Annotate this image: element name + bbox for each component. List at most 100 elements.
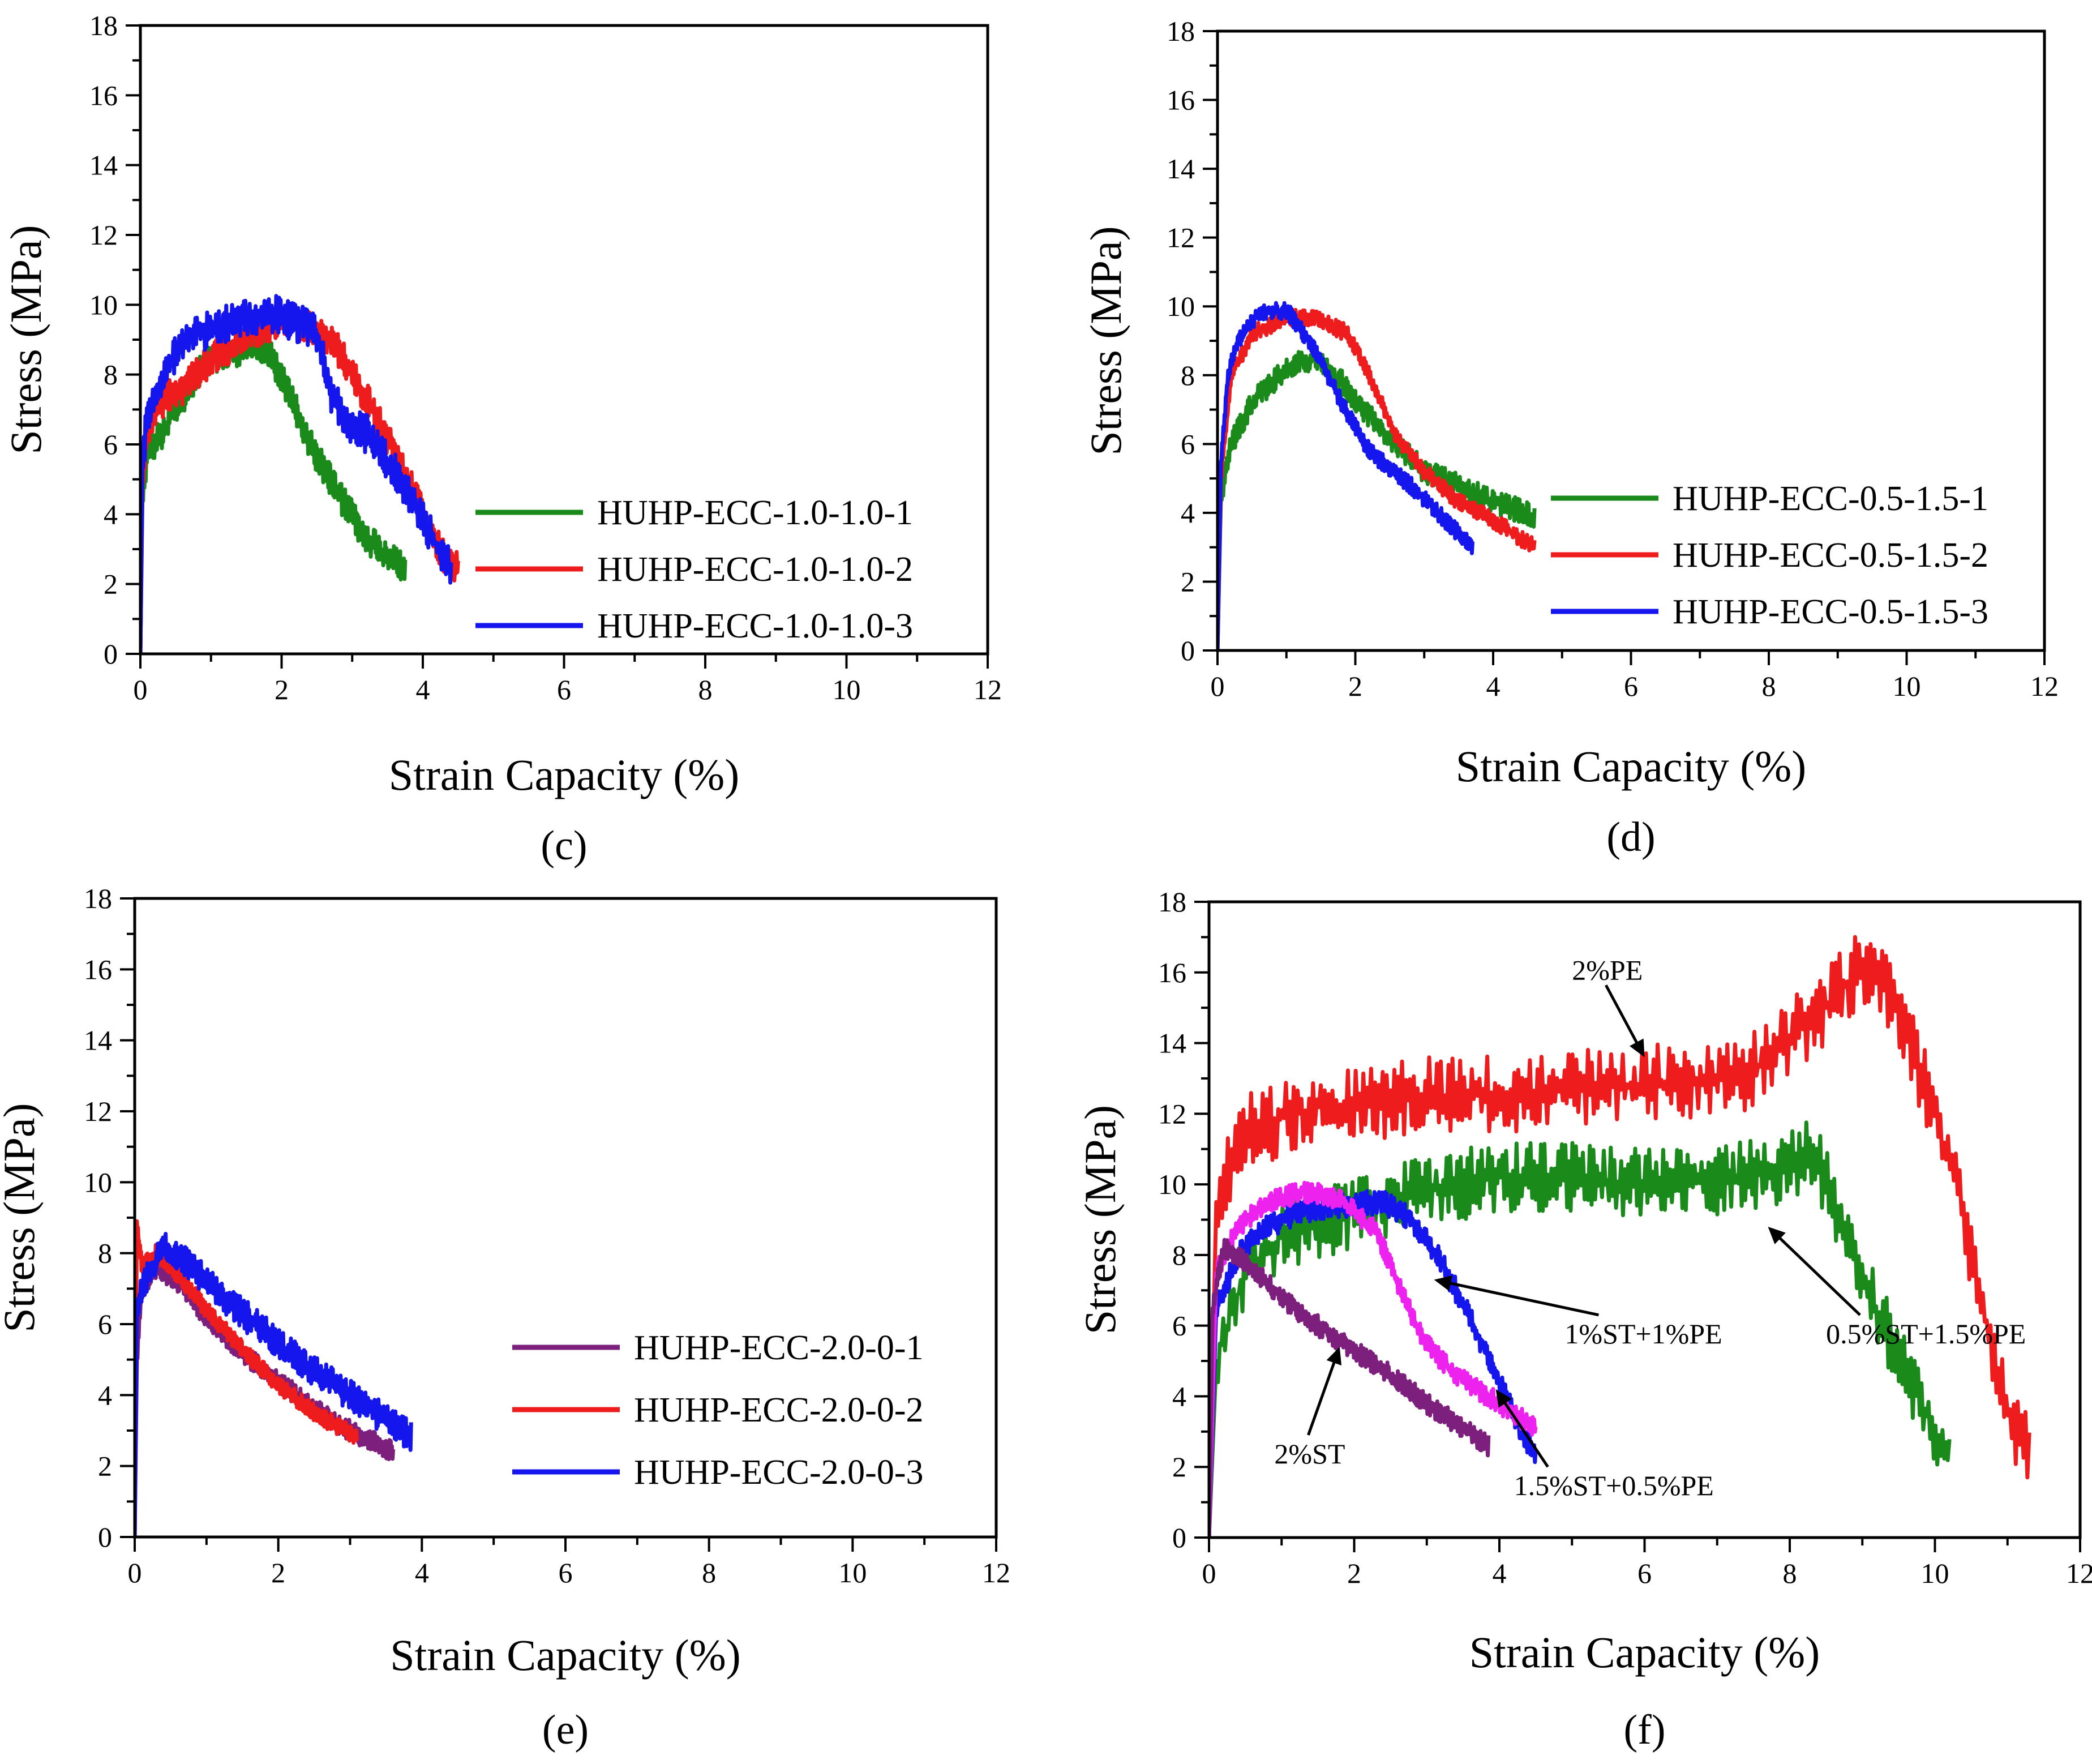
chart-f-annotation-4: 2%ST <box>1274 1347 1345 1470</box>
chart-f-y-axis-title: Stress (MPa) <box>1075 1105 1125 1334</box>
chart-f-annotation-label: 1%ST+1%PE <box>1564 1318 1722 1350</box>
chart-d-y-tick-label: 18 <box>1167 15 1195 47</box>
chart-d-y-tick-label: 4 <box>1181 497 1195 529</box>
chart-e-legend: HUHP-ECC-2.0-0-1 HUHP-ECC-2.0-0-2 HUHP-ECC… <box>512 1329 923 1492</box>
chart-d-x-tick-label: 8 <box>1762 670 1776 702</box>
chart-c-legend-label-2: HUHP-ECC-1.0-1.0-2 <box>597 550 913 589</box>
chart-e-legend-label-2: HUHP-ECC-2.0-0-2 <box>634 1391 923 1429</box>
chart-f-annotation-label: 1.5%ST+0.5%PE <box>1514 1470 1714 1501</box>
chart-f-annotation-arrowhead <box>1495 1389 1512 1408</box>
chart-e-x-tick-label: 6 <box>559 1557 573 1589</box>
chart-f-x-tick-label: 10 <box>1921 1557 1949 1589</box>
chart-d-x-axis-title: Strain Capacity (%) <box>1456 742 1806 791</box>
chart-d-x-tick-label: 12 <box>2030 670 2059 702</box>
chart-f-y-tick-label: 12 <box>1158 1098 1186 1129</box>
chart-d-series-1-line <box>1218 350 1537 650</box>
chart-e: 0 2 4 6 8 10 12 0 2 4 6 8 10 12 14 16 18 Strain Capacity … <box>0 883 1010 1753</box>
chart-d-series-3-line <box>1218 301 1474 650</box>
chart-f-annotation-arrow <box>1605 984 1641 1048</box>
chart-f-annotation-label: 2%ST <box>1274 1438 1345 1470</box>
chart-e-y-tick-label: 8 <box>98 1238 112 1269</box>
chart-d-x-tick-label: 10 <box>1893 670 1921 702</box>
chart-d-x-tick-label: 6 <box>1624 670 1638 702</box>
chart-f-panel-label: (f) <box>1624 1707 1666 1753</box>
chart-c-y-axis-title: Stress (MPa) <box>1 225 50 454</box>
chart-f-annotation-arrow <box>1501 1398 1549 1468</box>
chart-f-annotation-arrowhead <box>1768 1226 1786 1244</box>
chart-f-series-4-line <box>1209 1180 1538 1538</box>
chart-e-series-2-line <box>135 1219 359 1537</box>
chart-c-y-tick-label: 8 <box>104 359 118 391</box>
chart-c-x-tick-label: 2 <box>275 674 289 705</box>
chart-e-x-axis-title: Strain Capacity (%) <box>390 1630 740 1680</box>
chart-d-y-tick-label: 10 <box>1167 290 1195 322</box>
chart-f-series-5-line <box>1209 1238 1491 1538</box>
chart-c-y-tick-label: 2 <box>104 568 118 600</box>
chart-c-x-tick-label: 10 <box>833 674 861 705</box>
chart-d-y-tick-label: 16 <box>1167 84 1195 116</box>
chart-d-y-tick-label: 8 <box>1181 359 1195 391</box>
chart-c-y-tick-label: 4 <box>104 498 118 530</box>
chart-c-panel-label: (c) <box>541 823 587 869</box>
chart-f-series-1-line <box>1209 935 2031 1538</box>
chart-d-y-tick-label: 0 <box>1181 635 1195 666</box>
chart-d-y-tick-label: 6 <box>1181 428 1195 460</box>
chart-e-y-tick-label: 16 <box>84 953 112 985</box>
chart-e-y-tick-label: 0 <box>98 1521 112 1553</box>
chart-c-y-tick-label: 16 <box>89 79 118 111</box>
chart-f-x-tick-label: 6 <box>1637 1557 1652 1589</box>
chart-e-x-tick-label: 8 <box>702 1557 716 1589</box>
chart-c-series-1-line <box>140 328 408 654</box>
chart-c-x-tick-label: 12 <box>974 674 1002 705</box>
chart-e-y-tick-label: 4 <box>98 1379 112 1411</box>
chart-e-legend-label-1: HUHP-ECC-2.0-0-1 <box>634 1329 923 1367</box>
chart-c-legend-label-3: HUHP-ECC-1.0-1.0-3 <box>597 607 913 645</box>
chart-c-series-3-line <box>140 294 453 654</box>
chart-d-x-tick-label: 4 <box>1486 670 1501 702</box>
chart-c-y-tick-label: 6 <box>104 429 118 460</box>
chart-c-y-tick-label: 14 <box>89 149 118 181</box>
chart-d-y-tick-label: 14 <box>1167 153 1195 185</box>
chart-f-annotation-arrowhead <box>1326 1347 1341 1366</box>
chart-f-annotation-arrow <box>1775 1234 1861 1316</box>
chart-f-annotation-label: 0.5%ST+1.5%PE <box>1826 1318 2026 1350</box>
chart-c-legend: HUHP-ECC-1.0-1.0-1 HUHP-ECC-1.0-1.0-2 HUHP… <box>475 494 913 645</box>
chart-e-plot-area <box>135 1219 413 1537</box>
chart-f-y-tick-label: 10 <box>1158 1168 1186 1200</box>
chart-c-legend-label-1: HUHP-ECC-1.0-1.0-1 <box>597 494 913 532</box>
chart-d-plot-area <box>1218 301 1537 650</box>
chart-e-frame <box>133 897 998 1539</box>
chart-c-y-tick-label: 18 <box>89 10 118 41</box>
chart-f-y-tick-label: 18 <box>1158 886 1186 918</box>
chart-f-x-tick-label: 2 <box>1347 1557 1361 1589</box>
chart-e-y-axis-title: Stress (MPa) <box>0 1103 44 1332</box>
chart-d-panel-label: (d) <box>1606 814 1655 860</box>
chart-e-x-tick-label: 4 <box>415 1557 429 1589</box>
chart-f-y-tick-label: 8 <box>1172 1239 1186 1271</box>
chart-f-y-tick-label: 16 <box>1158 957 1186 988</box>
chart-f-y-tick-label: 6 <box>1172 1310 1186 1342</box>
chart-d: 0 2 4 6 8 10 12 0 2 4 6 8 10 12 14 16 18 Strain Capacity … <box>1081 15 2059 860</box>
chart-c-x-tick-label: 8 <box>698 674 713 705</box>
chart-e-series-3-line <box>135 1232 413 1537</box>
chart-f-annotation-1: 2%PE <box>1572 954 1645 1057</box>
chart-d-series-2-line <box>1218 307 1537 650</box>
chart-e-panel-label: (e) <box>542 1707 589 1753</box>
chart-f: 0 2 4 6 8 10 12 0 2 4 6 8 10 12 14 16 18 Strain Capacity … <box>1075 886 2092 1753</box>
chart-d-legend-label-2: HUHP-ECC-0.5-1.5-2 <box>1673 536 1988 575</box>
chart-f-annotation-arrowhead <box>1629 1038 1645 1057</box>
chart-c-plot-area <box>140 294 460 654</box>
chart-d-y-tick-label: 2 <box>1181 566 1195 597</box>
chart-e-y-tick-label: 2 <box>98 1450 112 1482</box>
chart-d-y-axis-title: Stress (MPa) <box>1081 226 1130 455</box>
chart-c-y-tick-label: 10 <box>89 289 118 320</box>
chart-e-x-tick-label: 2 <box>271 1557 285 1589</box>
chart-c-y-tick-label: 12 <box>89 219 118 251</box>
chart-f-y-tick-label: 2 <box>1172 1451 1186 1483</box>
chart-f-annotation-arrow <box>1307 1357 1337 1436</box>
chart-f-annotation-arrow <box>1444 1281 1599 1317</box>
chart-d-x-tick-label: 2 <box>1348 670 1362 702</box>
chart-c-x-axis-title: Strain Capacity (%) <box>389 750 739 799</box>
chart-e-x-tick-label: 10 <box>838 1557 867 1589</box>
